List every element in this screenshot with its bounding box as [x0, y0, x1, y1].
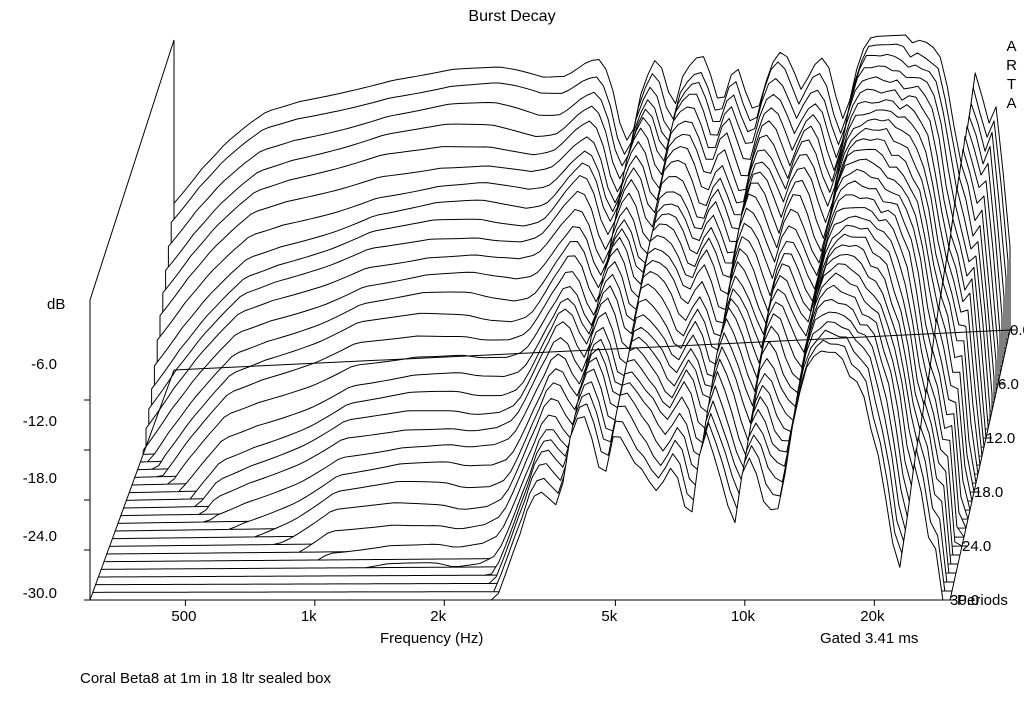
y-tick: -24.0 — [7, 528, 57, 545]
y-tick: -12.0 — [7, 413, 57, 430]
y-axis-label: dB — [47, 296, 65, 313]
x-tick: 1k — [301, 608, 317, 625]
x-axis-label: Frequency (Hz) — [380, 630, 483, 647]
burst-decay-chart: { "title": "Burst Decay", "y_axis": { "l… — [0, 0, 1024, 705]
z-tick: 6.0 — [998, 376, 1019, 393]
x-tick: 2k — [430, 608, 446, 625]
z-tick: 0.0 — [1010, 322, 1024, 339]
x-tick: 10k — [731, 608, 755, 625]
z-tick: 18.0 — [974, 484, 1003, 501]
z-tick: 24.0 — [962, 538, 991, 555]
x-tick: 5k — [601, 608, 617, 625]
z-tick: 30.0 — [950, 592, 979, 609]
y-tick: -6.0 — [7, 356, 57, 373]
waterfall-traces — [90, 35, 1010, 600]
x-tick: 20k — [860, 608, 884, 625]
x-tick: 500 — [171, 608, 196, 625]
gated-label: Gated 3.41 ms — [820, 630, 918, 647]
y-tick: -18.0 — [7, 470, 57, 487]
caption-text: Coral Beta8 at 1m in 18 ltr sealed box — [80, 670, 331, 687]
chart-title: Burst Decay — [0, 8, 1024, 26]
waterfall-svg — [0, 0, 1024, 705]
y-tick: -30.0 — [7, 585, 57, 602]
z-tick: 12.0 — [986, 430, 1015, 447]
branding-text: ARTA — [1003, 38, 1020, 114]
